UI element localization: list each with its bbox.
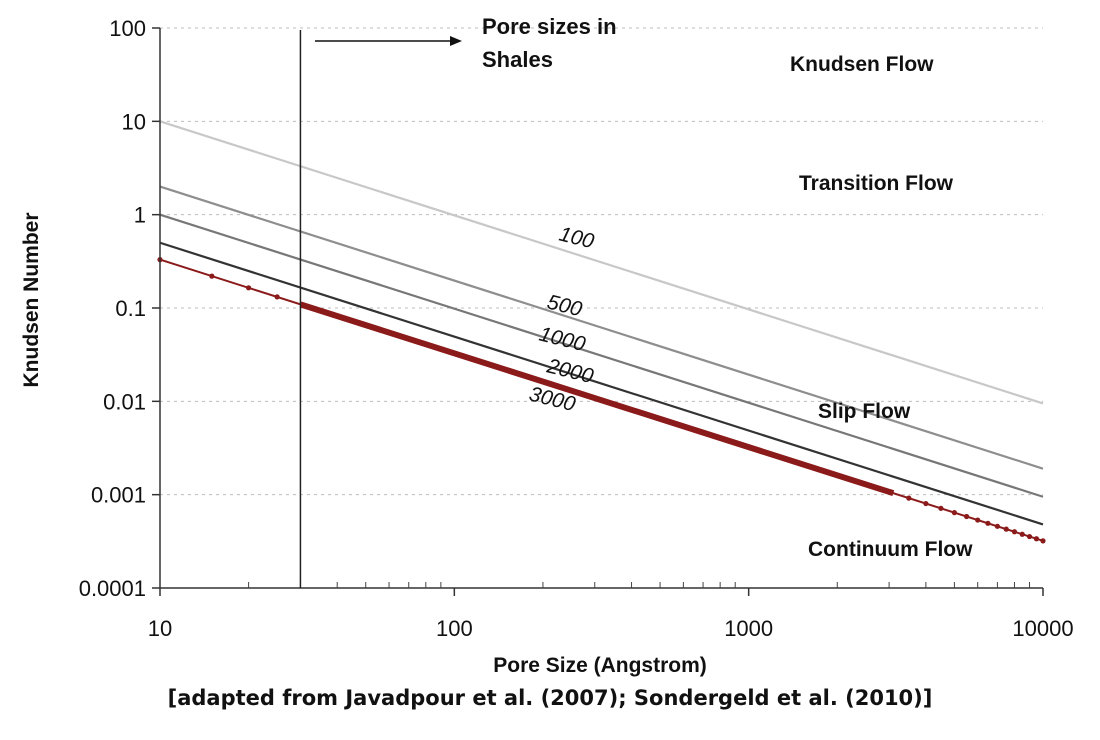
y-tick-label: 100	[109, 16, 146, 41]
x-tick-label: 10	[148, 616, 172, 641]
shale-arrow-head-icon	[450, 36, 462, 46]
x-axis-title: Pore Size (Angstrom)	[493, 654, 707, 677]
y-tick-label: 0.1	[115, 296, 146, 321]
tick-labels: 0.0001 0.001 0.01 0.1 1 10 100 10 100 1000 10000	[79, 16, 1074, 641]
series-label-1000: 1000	[537, 323, 588, 357]
x-tick-label: 10000	[1012, 616, 1073, 641]
x-tick-label: 100	[436, 616, 473, 641]
y-axis-title: Knudsen Number	[20, 212, 43, 387]
series-marker-3000	[1003, 526, 1009, 532]
region-label-continuum: Continuum Flow	[808, 538, 973, 561]
series-marker-3000	[1033, 536, 1040, 542]
series-label-100: 100	[557, 223, 597, 254]
series-lines	[157, 120, 1046, 544]
series-marker-3000	[951, 510, 957, 516]
series-marker-3000	[985, 520, 991, 526]
y-tick-label: 10	[122, 109, 146, 134]
series-line-100	[159, 120, 1044, 405]
series-marker-3000	[1040, 538, 1046, 544]
series-line-2000	[159, 241, 1044, 526]
series-marker-3000	[1019, 531, 1025, 537]
series-label-500: 500	[545, 291, 585, 322]
y-tick-label: 0.001	[91, 483, 146, 508]
source-caption: [adapted from Javadpour et al. (2007); S…	[167, 686, 933, 710]
series-line-1000	[159, 213, 1044, 498]
region-label-knudsen: Knudsen Flow	[790, 53, 934, 76]
series-marker-3000	[975, 517, 981, 523]
series-marker-3000	[906, 495, 912, 501]
region-label-transition: Transition Flow	[799, 172, 954, 195]
annotation-line1: Pore sizes in	[482, 14, 617, 39]
y-tick-label: 0.0001	[79, 576, 146, 601]
series-marker-3000	[209, 273, 215, 279]
x-tick-label: 1000	[724, 616, 773, 641]
series-marker-3000	[1011, 529, 1018, 535]
y-tick-label: 0.01	[103, 389, 146, 414]
series-marker-3000	[246, 285, 252, 291]
series-marker-3000	[994, 523, 1001, 529]
region-label-slip: Slip Flow	[818, 400, 911, 423]
series-line-500	[159, 185, 1044, 470]
series-line-3000-thick	[299, 301, 895, 497]
series-marker-3000	[963, 513, 970, 520]
annotation-line2: Shales	[482, 47, 553, 72]
y-tick-label: 1	[134, 203, 146, 228]
series-marker-3000	[923, 500, 929, 507]
series-marker-3000	[938, 505, 944, 511]
series-marker-3000	[274, 294, 280, 300]
series-marker-3000	[1026, 533, 1033, 540]
